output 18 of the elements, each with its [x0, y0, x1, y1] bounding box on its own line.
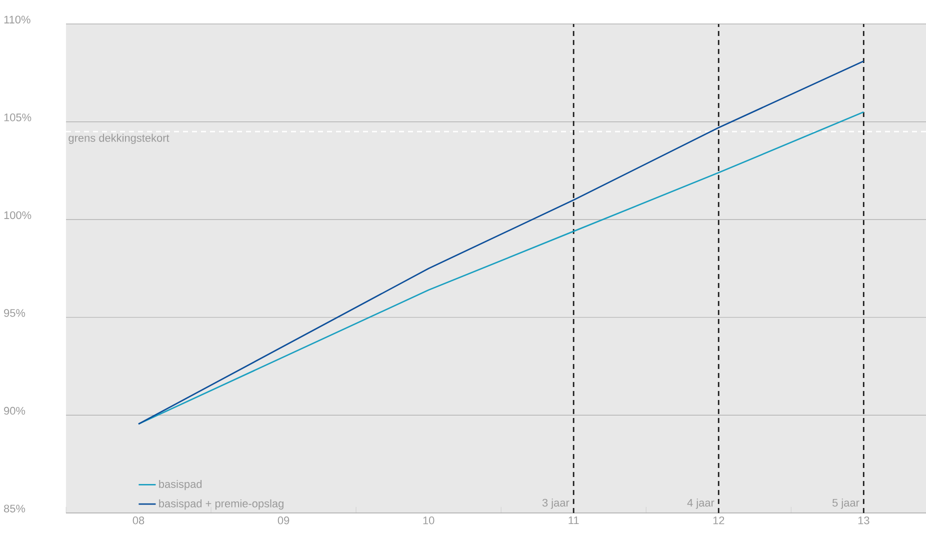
y-tick-label: 95%	[4, 309, 26, 317]
ref-line-label: 5 jaar	[832, 498, 860, 509]
x-tick-label: 10	[423, 516, 434, 524]
y-tick-label: 110%	[4, 16, 30, 24]
y-tick-label: 85%	[4, 504, 26, 512]
x-tick-label: 08	[132, 516, 144, 524]
legend-label: basispad	[159, 480, 202, 490]
ref-line-label: 4 jaar	[687, 498, 714, 509]
legend-label: basispad + premie-opslag	[159, 499, 284, 510]
x-tick-label: 12	[713, 516, 724, 524]
x-tick-label: 11	[568, 516, 579, 524]
y-tick-label: 100%	[4, 211, 32, 220]
ref-line-label: 3 jaar	[542, 498, 570, 509]
x-tick-label: 09	[278, 516, 290, 524]
y-tick-label: 105%	[4, 114, 32, 122]
x-tick-label: 13	[858, 516, 870, 524]
y-tick-label: 90%	[4, 406, 26, 415]
ref-line-label: grens dekkingstekort	[68, 134, 170, 144]
